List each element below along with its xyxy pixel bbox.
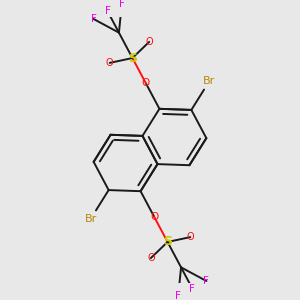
Text: O: O <box>150 212 158 222</box>
Text: O: O <box>187 232 194 242</box>
Text: F: F <box>119 0 125 9</box>
Text: F: F <box>105 7 111 16</box>
Text: O: O <box>142 78 150 88</box>
Text: F: F <box>175 291 181 300</box>
Text: Br: Br <box>85 214 97 224</box>
Text: F: F <box>91 14 97 24</box>
Text: S: S <box>128 52 137 64</box>
Text: S: S <box>163 236 172 248</box>
Text: O: O <box>147 253 154 263</box>
Text: F: F <box>189 284 195 293</box>
Text: O: O <box>106 58 113 68</box>
Text: O: O <box>146 37 153 47</box>
Text: Br: Br <box>203 76 215 86</box>
Text: F: F <box>203 276 209 286</box>
